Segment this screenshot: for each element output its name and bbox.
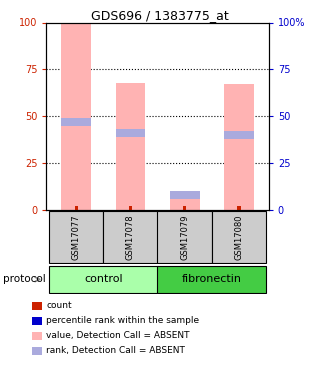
Bar [61, 118, 91, 126]
Bar [224, 131, 254, 139]
Text: rank, Detection Call = ABSENT: rank, Detection Call = ABSENT [46, 346, 185, 355]
Text: GSM17079: GSM17079 [180, 214, 189, 260]
Bar [103, 211, 158, 263]
Text: protocol: protocol [3, 274, 46, 284]
Bar [224, 84, 254, 210]
Text: GSM17080: GSM17080 [235, 214, 244, 260]
Text: GSM17077: GSM17077 [72, 214, 81, 260]
Bar [170, 191, 200, 199]
Text: value, Detection Call = ABSENT: value, Detection Call = ABSENT [46, 331, 190, 340]
Bar [212, 211, 266, 263]
Text: GDS696 / 1383775_at: GDS696 / 1383775_at [91, 9, 229, 22]
Bar [75, 206, 78, 210]
Bar [237, 206, 241, 210]
Bar [157, 211, 212, 263]
Text: control: control [84, 274, 123, 284]
Text: GSM17078: GSM17078 [126, 214, 135, 260]
Text: count: count [46, 301, 72, 310]
Bar [116, 82, 145, 210]
Bar [49, 266, 158, 293]
Bar [61, 22, 91, 210]
Bar [129, 206, 132, 210]
Bar [49, 211, 103, 263]
Bar [183, 206, 186, 210]
Text: percentile rank within the sample: percentile rank within the sample [46, 316, 200, 325]
Bar [170, 195, 200, 210]
Bar [116, 129, 145, 137]
Text: fibronectin: fibronectin [182, 274, 242, 284]
Bar [157, 266, 266, 293]
